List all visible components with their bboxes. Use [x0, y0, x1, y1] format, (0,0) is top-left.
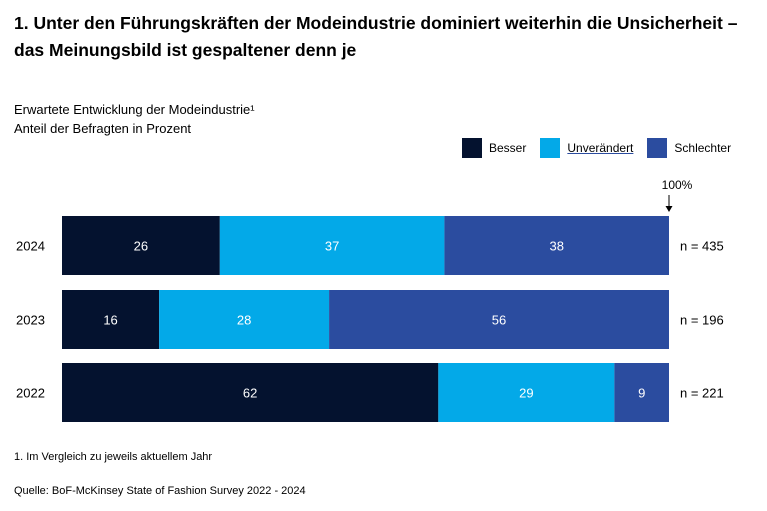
subtitle-line-2: Anteil der Befragten in Prozent: [14, 121, 192, 136]
subtitle-line-1: Erwartete Entwicklung der Modeindustrie¹: [14, 102, 255, 117]
sample-size-label-2024: n = 435: [680, 239, 724, 254]
category-label-2023: 2023: [16, 313, 45, 328]
bar-besser-2023: [62, 290, 160, 349]
legend-item-unveraendert: Unverändert: [540, 138, 633, 158]
category-label-2022: 2022: [16, 386, 45, 401]
data-label-besser-2023: 16: [103, 313, 117, 328]
bar-schlechter-2024: [444, 216, 669, 275]
total-marker-label: 100%: [662, 178, 693, 192]
footnote: 1. Im Vergleich zu jeweils aktuellem Jah…: [14, 451, 213, 463]
data-label-unverändert-2022: 29: [519, 386, 533, 401]
legend-item-besser: Besser: [462, 138, 526, 158]
legend-label-schlechter: Schlechter: [674, 141, 732, 155]
bar-unverändert-2022: [438, 363, 615, 422]
data-label-schlechter-2022: 9: [638, 386, 645, 401]
sample-size-label-2023: n = 196: [680, 313, 724, 328]
bar-besser-2024: [62, 216, 220, 275]
data-label-besser-2024: 26: [134, 239, 148, 254]
data-label-unverändert-2024: 37: [325, 239, 339, 254]
bar-besser-2022: [62, 363, 439, 422]
data-label-schlechter-2024: 38: [549, 239, 563, 254]
legend-swatch-besser: [462, 138, 482, 158]
legend-item-schlechter: Schlechter: [647, 138, 731, 158]
sample-size-label-2022: n = 221: [680, 386, 724, 401]
legend-swatch-schlechter: [647, 138, 668, 158]
legend: Besser Unverändert Schlechter: [462, 138, 745, 158]
chart-subtitle: Erwartete Entwicklung der Modeindustrie¹…: [14, 100, 255, 138]
data-label-unverändert-2023: 28: [237, 313, 251, 328]
data-label-schlechter-2023: 56: [492, 313, 506, 328]
legend-swatch-unveraendert: [540, 138, 561, 158]
legend-label-besser: Besser: [489, 141, 527, 155]
source-note: Quelle: BoF-McKinsey State of Fashion Su…: [14, 485, 306, 497]
category-label-2024: 2024: [16, 239, 45, 254]
legend-label-unveraendert: Unverändert: [567, 141, 634, 155]
chart-title: 1. Unter den Führungskräften der Modeind…: [14, 13, 738, 60]
bar-unverändert-2024: [219, 216, 445, 275]
bar-schlechter-2023: [329, 290, 669, 349]
data-label-besser-2022: 62: [243, 386, 257, 401]
bar-schlechter-2022: [614, 363, 669, 422]
total-marker-arrow-head: [665, 206, 673, 212]
bar-unverändert-2023: [159, 290, 330, 349]
